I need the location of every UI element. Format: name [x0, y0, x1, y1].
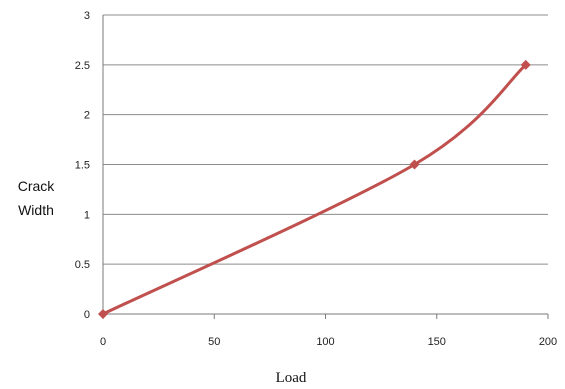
y-tick-labels: 0 0.5 1 1.5 2 2.5 3: [75, 10, 90, 321]
data-point-marker: [98, 309, 108, 319]
data-point-marker: [409, 159, 420, 170]
series: [98, 59, 531, 319]
x-tick-labels: 0 50 100 150 200: [100, 336, 557, 348]
y-tick-label: 1: [84, 209, 90, 221]
y-tick-label: 2: [84, 110, 90, 122]
x-tick-label: 200: [539, 336, 557, 348]
y-axis-title-line-2: Width: [18, 202, 54, 218]
x-axis-title: Load: [276, 370, 307, 386]
y-tick-label: 3: [84, 10, 90, 22]
y-axis-title-line-1: Crack: [18, 178, 56, 194]
series-line: [101, 63, 528, 316]
data-point-marker: [520, 59, 531, 70]
x-tick-label: 50: [208, 336, 220, 348]
x-tick-label: 100: [316, 336, 334, 348]
x-tick-label: 0: [100, 336, 106, 348]
y-tick-label: 1.5: [75, 160, 90, 172]
y-tick-label: 0: [84, 309, 90, 321]
gridlines: [103, 14, 548, 265]
x-tick-label: 150: [428, 336, 446, 348]
y-tick-label: 0.5: [75, 259, 90, 271]
axes: [102, 15, 549, 319]
y-tick-label: 2.5: [75, 60, 90, 72]
